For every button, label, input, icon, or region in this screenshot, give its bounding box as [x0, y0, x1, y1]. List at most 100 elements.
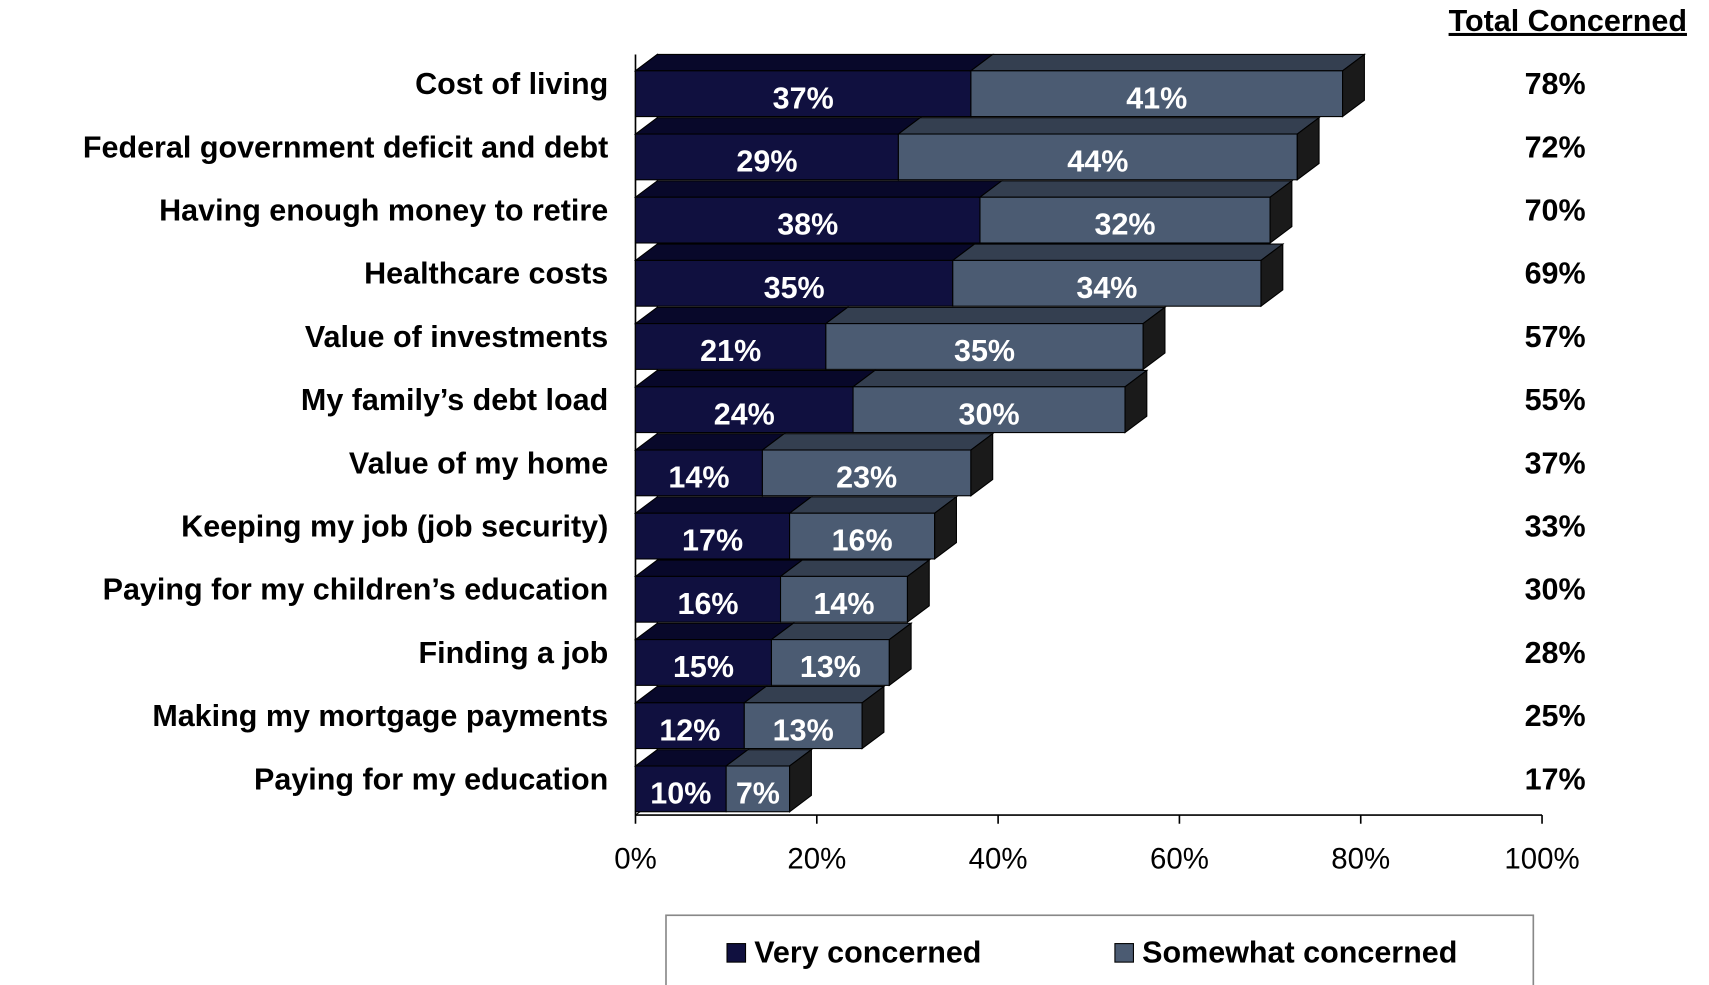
- bar-top: [633, 306, 850, 325]
- category-label: Paying for my children’s education: [103, 573, 609, 607]
- category-label: Healthcare costs: [364, 257, 608, 291]
- bar: [634, 702, 745, 750]
- bar: [634, 196, 981, 244]
- bar-top: [778, 559, 931, 577]
- bar-side: [1142, 306, 1166, 371]
- bar-top: [633, 243, 977, 261]
- total-label: 33%: [1525, 510, 1586, 544]
- totals-header: Total Concerned: [1449, 4, 1687, 38]
- bar: [634, 449, 763, 497]
- bar: [634, 259, 954, 307]
- bar: [634, 133, 899, 181]
- total-label: 30%: [1525, 573, 1586, 607]
- bar-top: [633, 622, 795, 641]
- data-label: 10%: [650, 776, 711, 810]
- bar-side: [906, 558, 930, 624]
- category-label: Cost of living: [415, 67, 608, 101]
- data-label: 37%: [773, 81, 834, 115]
- bar-side: [789, 748, 812, 813]
- bar-top: [633, 496, 814, 514]
- bar: [634, 323, 827, 370]
- bar-top: [633, 180, 1004, 198]
- bar: [761, 449, 972, 497]
- bar-top: [742, 685, 886, 704]
- bar: [979, 196, 1271, 244]
- data-label: 35%: [954, 334, 1015, 368]
- bar-top: [896, 117, 1321, 135]
- total-label: 55%: [1525, 383, 1586, 417]
- total-label: 70%: [1525, 194, 1586, 228]
- bar-top: [824, 306, 1167, 325]
- legend-label: Very concerned: [754, 936, 981, 970]
- bar-top: [951, 243, 1285, 261]
- total-label: 17%: [1525, 762, 1586, 796]
- bar-side: [1296, 116, 1320, 181]
- data-label: 23%: [836, 460, 897, 494]
- bar-top: [633, 53, 995, 72]
- category-label: Making my mortgage payments: [152, 699, 608, 733]
- data-label: 13%: [800, 650, 861, 684]
- data-label: 34%: [1076, 271, 1137, 305]
- bar: [952, 259, 1262, 307]
- bar: [743, 702, 863, 750]
- data-label: 41%: [1126, 81, 1187, 115]
- data-label: 44%: [1067, 145, 1128, 179]
- category-label: Having enough money to retire: [159, 194, 608, 228]
- legend-box: [665, 914, 1535, 985]
- x-tick-label: 40%: [969, 843, 1028, 876]
- bar-side: [861, 685, 885, 750]
- bar: [825, 323, 1144, 370]
- data-label: 12%: [659, 713, 720, 747]
- category-label: Federal government deficit and debt: [83, 130, 608, 164]
- bar: [852, 386, 1126, 434]
- bar-side: [970, 432, 994, 497]
- x-tick-label: 60%: [1150, 843, 1209, 876]
- bar: [897, 133, 1298, 181]
- bar: [779, 575, 908, 623]
- total-label: 69%: [1525, 257, 1586, 291]
- bar-top: [633, 433, 786, 451]
- bar-top: [969, 53, 1367, 72]
- data-label: 14%: [668, 460, 729, 494]
- data-label: 16%: [832, 524, 893, 558]
- category-label: My family’s debt load: [301, 383, 608, 417]
- bar-side: [1124, 369, 1148, 434]
- legend-label: Somewhat concerned: [1142, 936, 1457, 970]
- total-label: 28%: [1525, 636, 1586, 670]
- bar: [770, 639, 890, 686]
- data-label: 24%: [714, 397, 775, 431]
- bar-top: [978, 180, 1294, 198]
- category-label: Value of investments: [305, 320, 608, 354]
- x-tick-label: 80%: [1331, 843, 1390, 876]
- bar: [634, 386, 854, 434]
- bar-side: [1260, 242, 1284, 308]
- bar: [634, 765, 727, 813]
- legend-swatch: [1114, 943, 1134, 963]
- category-label: Finding a job: [419, 636, 609, 670]
- data-label: 35%: [764, 271, 825, 305]
- total-label: 25%: [1525, 699, 1586, 733]
- data-label: 38%: [777, 208, 838, 242]
- bar-top: [760, 433, 995, 451]
- total-label: 37%: [1525, 446, 1586, 480]
- data-label: 15%: [673, 650, 734, 684]
- total-label: 78%: [1525, 67, 1586, 101]
- category-label: Value of my home: [349, 446, 608, 480]
- x-tick-label: 0%: [614, 843, 657, 876]
- data-label: 14%: [813, 587, 874, 621]
- data-label: 17%: [682, 524, 743, 558]
- data-label: 16%: [677, 587, 738, 621]
- total-label: 57%: [1525, 320, 1586, 354]
- x-tick-label: 100%: [1504, 843, 1579, 876]
- bar-top: [633, 117, 922, 135]
- data-label: 7%: [736, 776, 780, 810]
- total-label: 72%: [1525, 130, 1586, 164]
- x-tick-label: 20%: [787, 843, 846, 876]
- bar: [634, 639, 773, 686]
- bar-top: [633, 685, 768, 704]
- bar-side: [1342, 53, 1365, 118]
- bar-top: [851, 369, 1149, 388]
- data-label: 32%: [1095, 208, 1156, 242]
- bar: [725, 765, 791, 813]
